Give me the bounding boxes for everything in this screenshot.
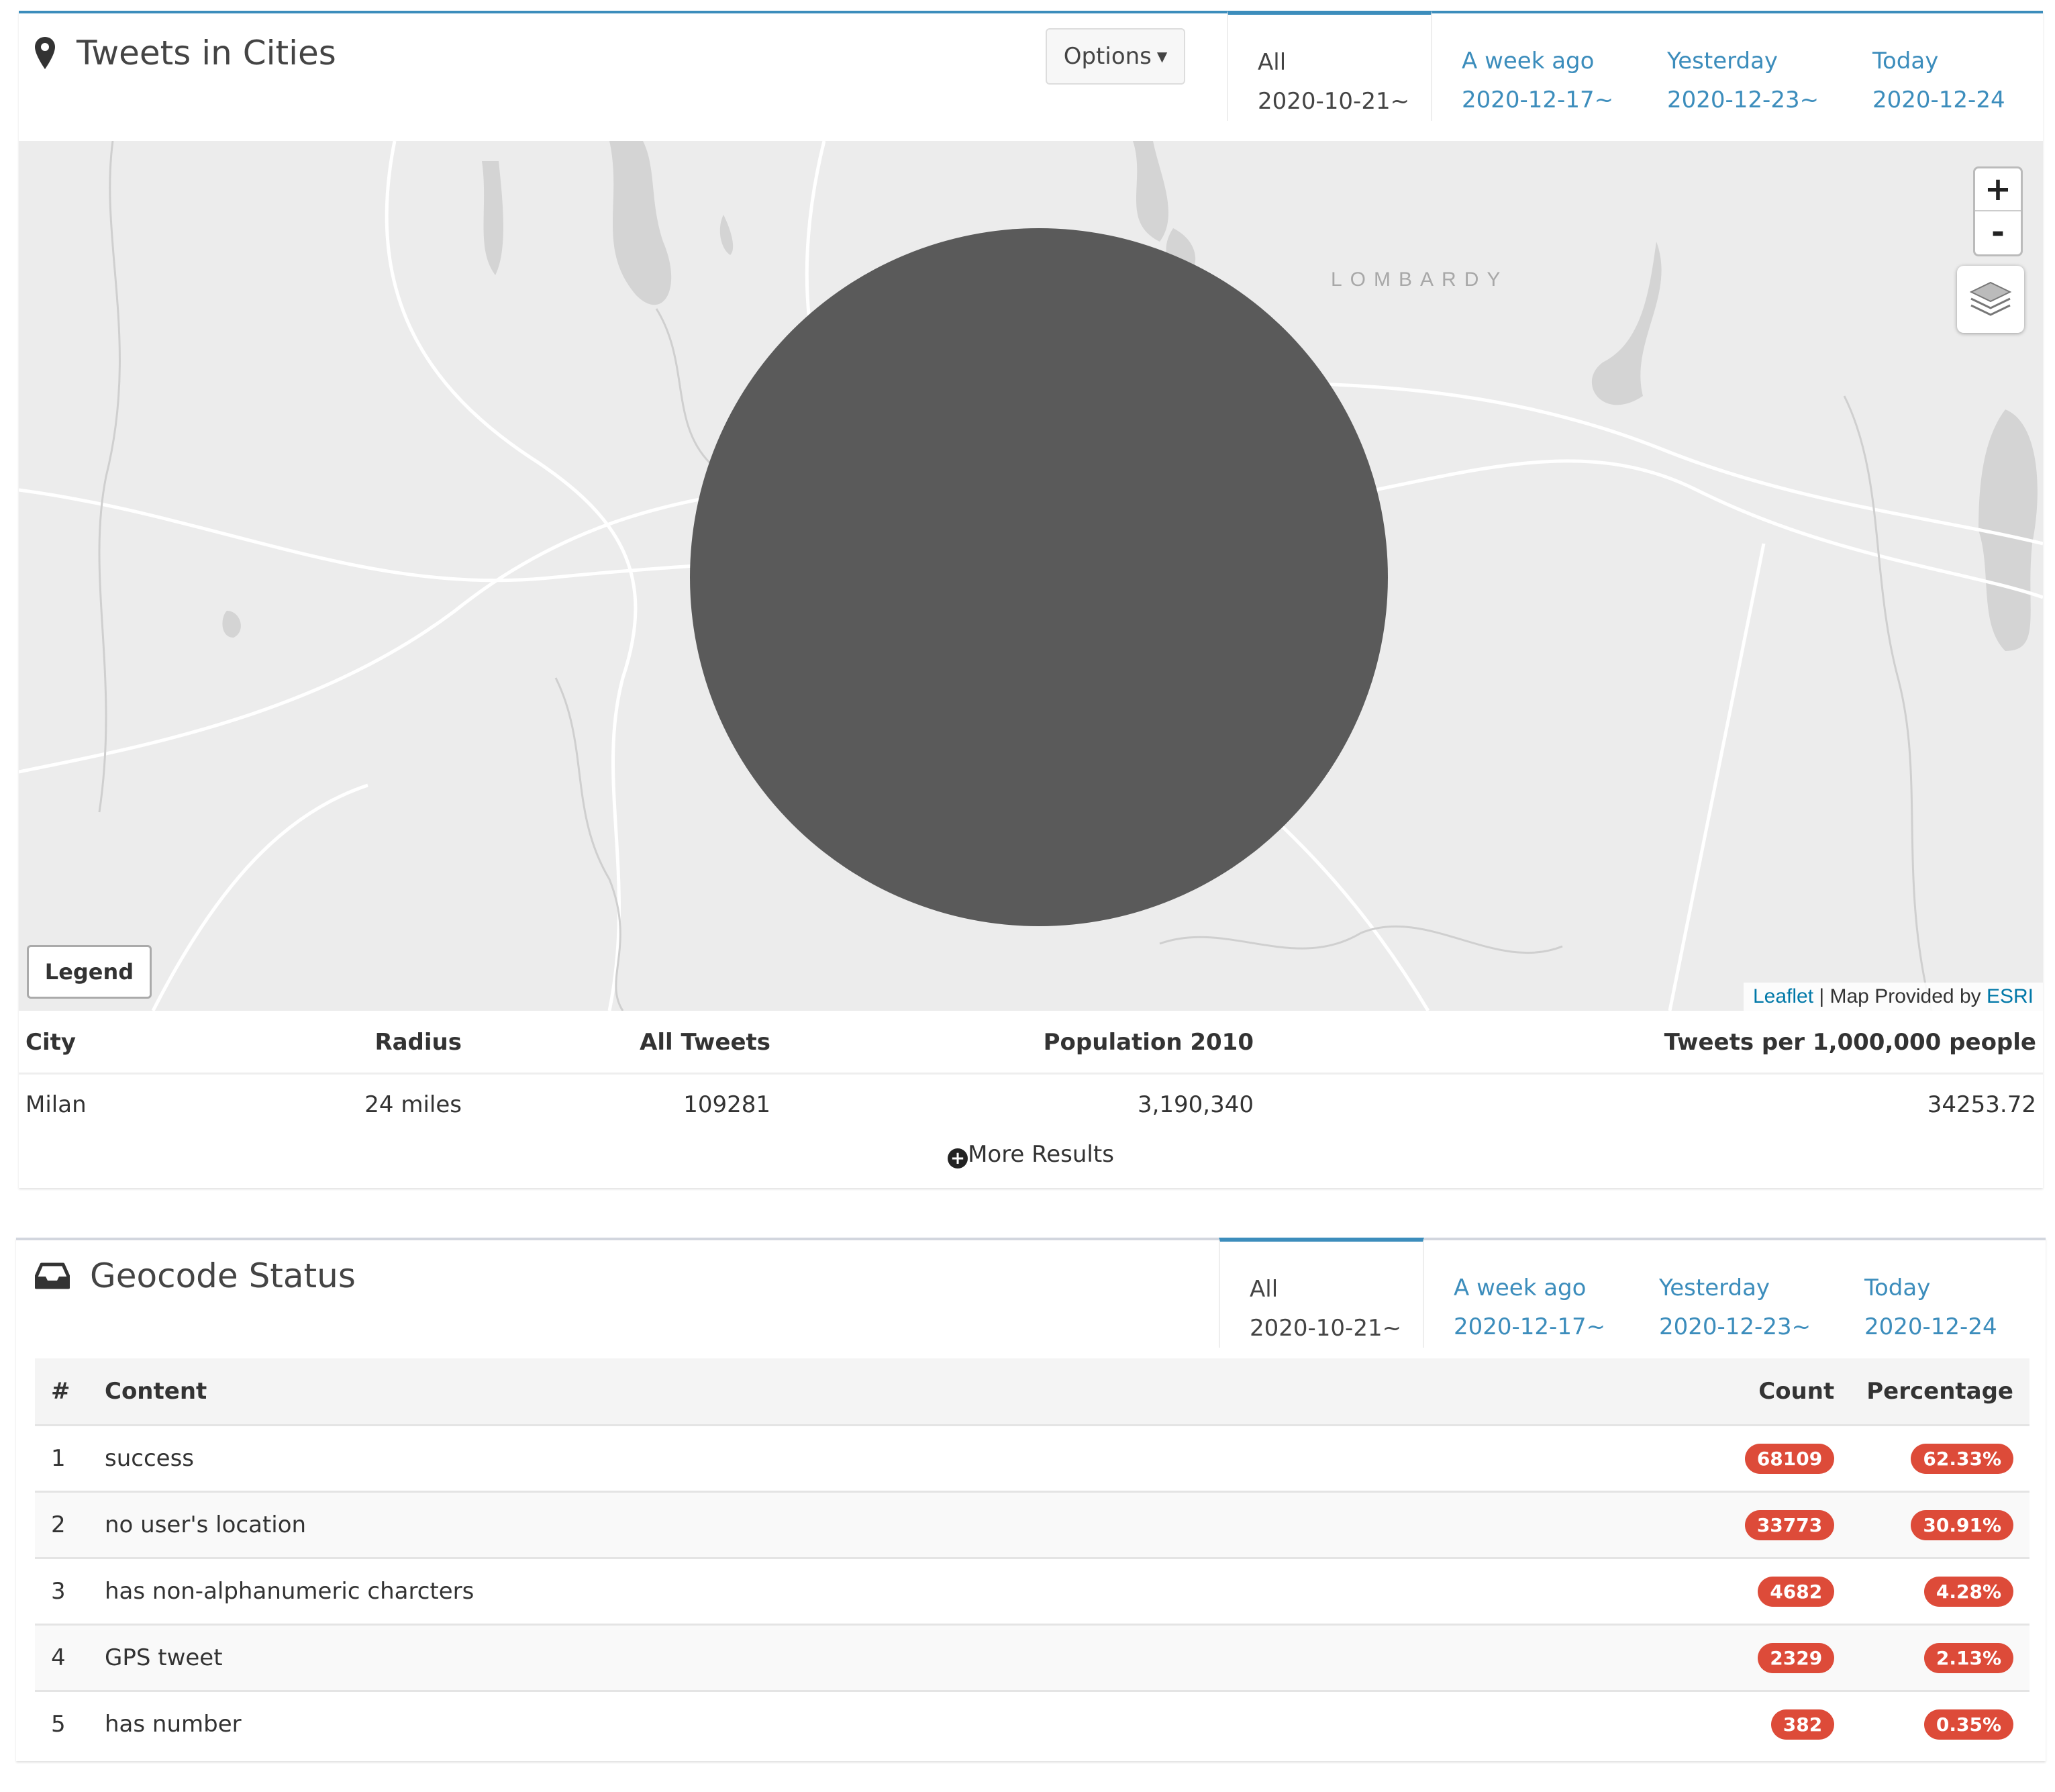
tab-date: 2020-12-23~ <box>1667 87 1819 113</box>
cell-index: 1 <box>35 1424 89 1492</box>
zoom-out-button[interactable]: - <box>1991 213 2005 251</box>
geo-panel-title: Geocode Status <box>35 1256 356 1295</box>
cell-index: 5 <box>35 1690 89 1756</box>
col-count: Count <box>1716 1358 1851 1426</box>
leaflet-link[interactable]: Leaflet <box>1752 985 1814 1007</box>
tab-label: Today <box>1872 48 1939 74</box>
more-results-label: More Results <box>968 1141 1114 1168</box>
city-circle-milan[interactable] <box>690 228 1388 926</box>
geo-table-header: # Content Count Percentage <box>35 1358 2029 1426</box>
percentage-badge: 30.91% <box>1911 1509 2013 1540</box>
geo-panel-title-text: Geocode Status <box>90 1256 356 1295</box>
tab-yesterday[interactable]: Yesterday 2020-12-23~ <box>1630 1240 1835 1348</box>
plus-circle-icon: + <box>948 1148 968 1168</box>
cell-content: no user's location <box>89 1491 1717 1558</box>
tab-today[interactable]: Today 2020-12-24 <box>1835 1240 2040 1348</box>
cell-all-tweets: 109281 <box>683 1091 770 1118</box>
cell-index: 4 <box>35 1624 89 1691</box>
col-tweets-per-million: Tweets per 1,000,000 people <box>1260 1012 2043 1075</box>
layers-button[interactable] <box>1957 266 2024 333</box>
options-button[interactable]: Options ▼ <box>1046 28 1185 85</box>
tab-date: 2020-10-21~ <box>1250 1315 1402 1342</box>
tab-week-ago[interactable]: A week ago 2020-12-17~ <box>1432 13 1638 121</box>
inbox-icon <box>35 1262 70 1289</box>
count-badge: 382 <box>1770 1709 1835 1740</box>
col-index: # <box>35 1358 89 1426</box>
geo-period-tabs: All 2020-10-21~ A week ago 2020-12-17~ Y… <box>1219 1238 2040 1348</box>
cell-content: has non-alphanumeric charcters <box>89 1557 1717 1625</box>
options-label: Options <box>1063 43 1152 70</box>
legend-button[interactable]: Legend <box>27 945 152 999</box>
cell-content: success <box>89 1424 1717 1492</box>
tab-label: A week ago <box>1454 1275 1587 1301</box>
cell-tweets-per-million: 34253.72 <box>1927 1091 2036 1118</box>
count-badge: 2329 <box>1758 1642 1835 1673</box>
tab-label: All <box>1258 49 1287 76</box>
geocode-table: # Content Count Percentage 1 success 681… <box>35 1358 2029 1756</box>
count-badge: 4682 <box>1758 1576 1835 1607</box>
tab-date: 2020-12-23~ <box>1659 1313 1811 1340</box>
col-radius: Radius <box>314 1012 468 1075</box>
table-row: 4 GPS tweet 2329 2.13% <box>35 1624 2029 1691</box>
cell-content: has number <box>89 1690 1717 1756</box>
region-label-lombardy: LOMBARDY <box>1331 268 1509 291</box>
tab-week-ago[interactable]: A week ago 2020-12-17~ <box>1424 1240 1630 1348</box>
city-table-header: City Radius All Tweets Population 2010 T… <box>19 1012 2043 1075</box>
tweets-panel-title-text: Tweets in Cities <box>77 34 336 72</box>
map-marker-icon <box>35 37 55 69</box>
cell-content: GPS tweet <box>89 1624 1717 1691</box>
table-row: 5 has number 382 0.35% <box>35 1690 2029 1756</box>
cell-population: 3,190,340 <box>1137 1091 1254 1118</box>
col-content: Content <box>89 1358 1717 1426</box>
tab-yesterday[interactable]: Yesterday 2020-12-23~ <box>1638 13 1843 121</box>
more-results-link[interactable]: + More Results <box>19 1141 2043 1168</box>
tweets-map[interactable]: LOMBARDY + - Legend Leaflet | Map Provid… <box>19 141 2043 1011</box>
tab-date: 2020-12-24 <box>1872 87 2005 113</box>
cell-index: 2 <box>35 1491 89 1558</box>
tweets-in-cities-panel: Tweets in Cities Options ▼ All 2020-10-2… <box>19 11 2043 1188</box>
tab-date: 2020-12-17~ <box>1454 1313 1606 1340</box>
tab-date: 2020-12-24 <box>1864 1313 1997 1340</box>
tab-label: Yesterday <box>1667 48 1778 74</box>
table-row: 2 no user's location 33773 30.91% <box>35 1491 2029 1558</box>
count-badge: 33773 <box>1744 1509 1835 1540</box>
tweets-panel-title: Tweets in Cities <box>34 34 336 72</box>
col-population: Population 2010 <box>777 1012 1260 1075</box>
cell-city: Milan <box>26 1091 87 1118</box>
tab-all[interactable]: All 2020-10-21~ <box>1227 11 1432 121</box>
col-all-tweets: All Tweets <box>468 1012 777 1075</box>
table-row: Milan 24 miles 109281 3,190,340 34253.72 <box>19 1074 2043 1136</box>
percentage-badge: 2.13% <box>1923 1642 2013 1673</box>
city-table: City Radius All Tweets Population 2010 T… <box>19 1012 2043 1135</box>
table-row: 1 success 68109 62.33% <box>35 1424 2029 1492</box>
tab-date: 2020-10-21~ <box>1258 88 1410 115</box>
layers-icon <box>1969 281 2012 316</box>
esri-link[interactable]: ESRI <box>1986 985 2034 1007</box>
percentage-badge: 0.35% <box>1923 1709 2013 1740</box>
tab-label: A week ago <box>1462 48 1595 74</box>
percentage-badge: 4.28% <box>1923 1576 2013 1607</box>
caret-down-icon: ▼ <box>1156 48 1168 64</box>
table-row: 3 has non-alphanumeric charcters 4682 4.… <box>35 1557 2029 1625</box>
cell-index: 3 <box>35 1557 89 1625</box>
col-percentage: Percentage <box>1850 1358 2029 1426</box>
zoom-control: + - <box>1973 166 2023 256</box>
geocode-status-panel: Geocode Status All 2020-10-21~ A week ag… <box>16 1238 2046 1761</box>
tweets-period-tabs: All 2020-10-21~ A week ago 2020-12-17~ Y… <box>1227 11 2048 121</box>
count-badge: 68109 <box>1744 1443 1835 1474</box>
map-base-layer <box>19 141 2043 1011</box>
col-city: City <box>19 1012 314 1075</box>
tab-today[interactable]: Today 2020-12-24 <box>1843 13 2048 121</box>
cell-radius: 24 miles <box>364 1091 462 1118</box>
percentage-badge: 62.33% <box>1911 1443 2013 1474</box>
tab-label: Today <box>1864 1275 1931 1301</box>
attribution-text: | Map Provided by <box>1813 985 1987 1007</box>
zoom-in-button[interactable]: + <box>1975 168 2021 211</box>
tab-all[interactable]: All 2020-10-21~ <box>1219 1238 1424 1348</box>
tab-label: Yesterday <box>1659 1275 1770 1301</box>
tab-date: 2020-12-17~ <box>1462 87 1614 113</box>
map-attribution: Leaflet | Map Provided by ESRI <box>1743 983 2043 1011</box>
tab-label: All <box>1250 1276 1279 1303</box>
